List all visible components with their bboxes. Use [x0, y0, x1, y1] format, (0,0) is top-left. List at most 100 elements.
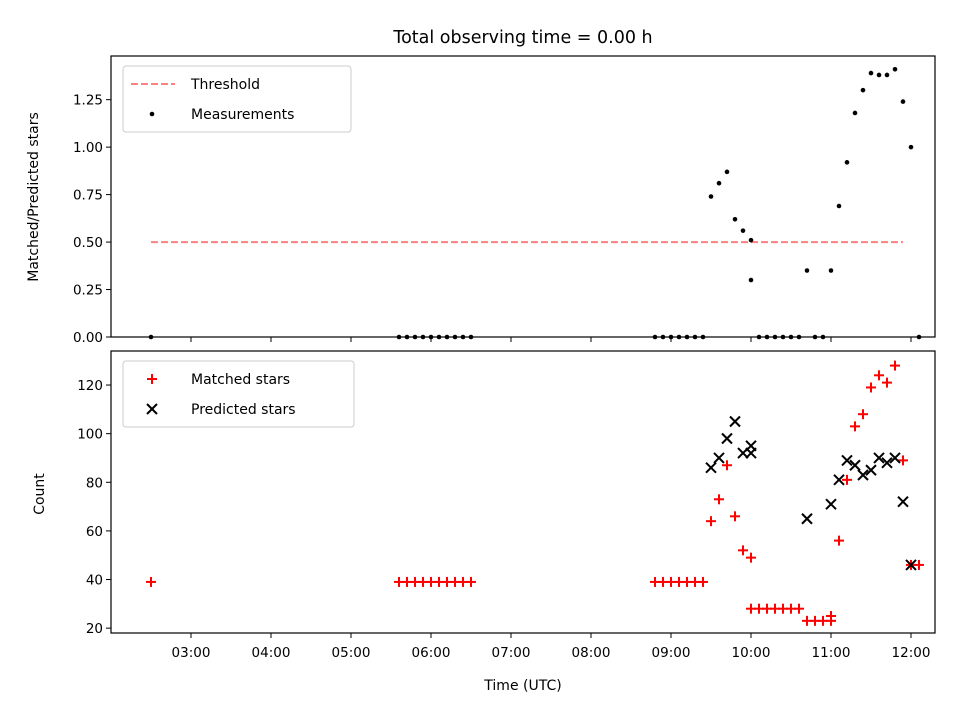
measurement-point: [844, 160, 850, 165]
predicted-star-point: [705, 461, 717, 474]
matched-star-point: [794, 603, 804, 614]
predicted-star-point: [865, 464, 877, 476]
x-axis-label: Time (UTC): [483, 678, 561, 694]
x-tick-label: 12:00: [892, 645, 931, 661]
x-tick-label: 09:00: [652, 645, 691, 661]
x-tick-label: 08:00: [572, 645, 611, 661]
threshold-legend-label: Threshold: [190, 77, 260, 93]
matched-star-point: [842, 474, 852, 485]
x-tick-label: 04:00: [252, 645, 291, 661]
x-tick-label: 07:00: [492, 645, 531, 661]
predicted-star-point: [897, 496, 909, 508]
matched-star-point: [890, 360, 900, 371]
ratio-legend: Threshold Measurements: [122, 65, 352, 133]
matched-star-point: [858, 409, 868, 420]
y-tick-label: 0.50: [73, 235, 103, 251]
measurement-point: [804, 268, 810, 273]
count-y-ticks: 20 40 60 80 100 120: [77, 378, 111, 637]
y-tick-label: 1.25: [73, 93, 103, 109]
measurement-point: [724, 169, 730, 175]
y-tick-label: 1.00: [73, 140, 103, 156]
y-tick-label: 60: [86, 524, 103, 540]
matched-star-point: [706, 516, 716, 527]
y-tick-label: 0.75: [73, 188, 103, 204]
x-tick-label: 05:00: [332, 645, 371, 661]
y-tick-label: 100: [77, 427, 103, 443]
matched-star-point: [874, 370, 884, 381]
matched-legend-swatch: [147, 374, 157, 384]
matched-star-point: [866, 382, 876, 393]
matched-star-point: [914, 559, 924, 570]
matched-star-point: [834, 535, 844, 546]
matched-star-point: [730, 511, 740, 522]
predicted-star-point: [889, 452, 901, 464]
x-tick-label: 03:00: [172, 645, 211, 661]
predicted-star-point: [833, 474, 845, 486]
matched-star-point: [714, 494, 724, 505]
measurement-point: [708, 194, 714, 199]
count-x-ticks: 03:00 04:00 05:00 06:00 07:00 08:00 09:00 10:00…: [172, 633, 931, 661]
count-legend-box: [122, 360, 355, 428]
count-legend: Matched stars Predicted stars: [122, 360, 355, 428]
matched-star-point: [882, 377, 892, 388]
x-tick-label: 10:00: [732, 645, 771, 661]
matched-star-point: [850, 421, 860, 432]
measurement-point: [716, 180, 722, 186]
matched-star-point: [898, 455, 908, 466]
y-tick-label: 40: [86, 573, 103, 589]
predicted-star-point: [841, 454, 853, 467]
predicted-star-point: [721, 432, 733, 445]
measurements-legend-swatch: [149, 111, 155, 117]
measurement-point: [740, 228, 746, 233]
ratio-legend-box: [122, 65, 352, 133]
matched-star-point: [746, 552, 756, 563]
measurements-legend-label: Measurements: [191, 107, 294, 123]
count-panel-frame: [110, 350, 936, 634]
predicted-legend-swatch: [146, 403, 158, 415]
y-tick-label: 0.00: [73, 330, 103, 346]
ratio-y-axis-label: Matched/Predicted stars: [26, 112, 42, 282]
count-plot-area: [146, 360, 924, 626]
measurement-point: [836, 203, 842, 209]
count-y-axis-label: Count: [32, 473, 48, 515]
y-tick-label: 120: [77, 378, 103, 394]
x-tick-label: 06:00: [412, 645, 451, 661]
matched-star-point: [466, 576, 476, 587]
predicted-star-point: [905, 559, 917, 571]
measurement-point: [828, 268, 834, 273]
measurement-point: [868, 70, 874, 76]
measurement-point: [732, 216, 738, 222]
predicted-star-point: [801, 513, 813, 525]
ratio-panel-frame: [110, 55, 936, 338]
matched-star-point: [146, 576, 156, 587]
measurement-point: [892, 66, 898, 72]
measurement-point: [876, 72, 882, 78]
ratio-panel: Matched/Predicted stars 0.00 0.25 0.50 0.75…: [26, 55, 936, 346]
predicted-star-point: [729, 415, 741, 428]
predicted-star-point: [857, 469, 869, 481]
x-tick-label: 11:00: [812, 645, 851, 661]
matched-star-point: [826, 610, 836, 621]
matched-star-point: [722, 460, 732, 471]
matched-star-point: [698, 576, 708, 587]
measurement-point: [884, 72, 890, 78]
predicted-star-point: [881, 457, 893, 469]
matched-star-point: [738, 545, 748, 556]
predicted-star-point: [745, 447, 757, 459]
predicted-star-point: [713, 452, 725, 464]
predicted-star-point: [825, 498, 837, 510]
measurement-point: [860, 87, 866, 93]
measurement-point: [900, 99, 906, 104]
measurement-point: [748, 237, 754, 243]
measurement-point: [908, 144, 914, 150]
matched-legend-label: Matched stars: [191, 372, 290, 388]
count-panel: Count Time (UTC) 20 40 60 80 100 120 03:00 04:…: [32, 350, 936, 694]
y-tick-label: 80: [86, 475, 103, 491]
ratio-y-ticks: 0.00 0.25 0.50 0.75 1.00 1.25: [73, 93, 111, 346]
predicted-legend-label: Predicted stars: [191, 402, 296, 418]
figure-title: Total observing time = 0.00 h: [392, 28, 652, 48]
y-tick-label: 0.25: [73, 283, 103, 299]
measurement-point: [852, 110, 858, 116]
y-tick-label: 20: [86, 621, 103, 637]
predicted-star-point: [873, 452, 885, 464]
